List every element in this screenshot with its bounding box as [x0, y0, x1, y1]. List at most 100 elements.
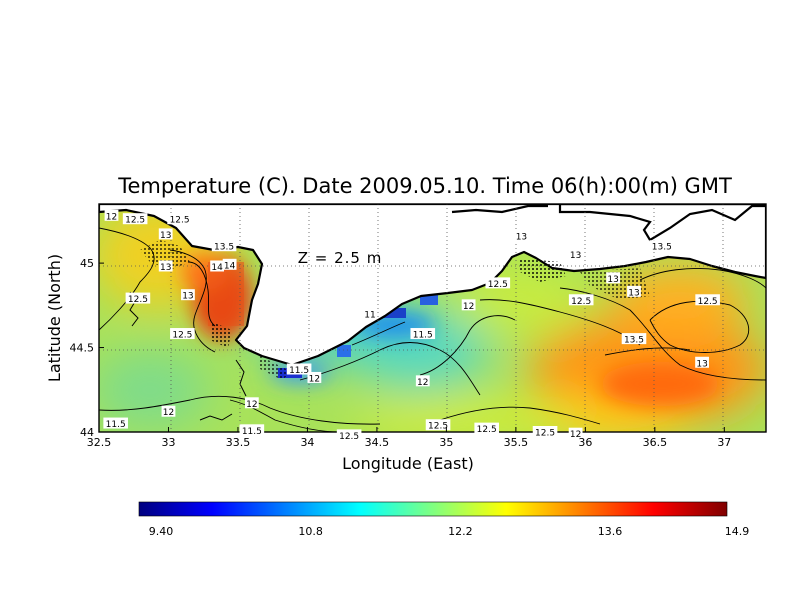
colorbar-labels: 9.40 10.8 12.2 13.6 14.9 — [149, 525, 750, 538]
x-tick-label: 36.5 — [643, 436, 668, 449]
contour-label: 11 — [364, 310, 375, 320]
contour-label: 11.5 — [289, 366, 309, 376]
contour-label-bg — [695, 294, 720, 306]
contour-label-bg — [606, 272, 621, 284]
contour-label-bg — [485, 277, 511, 289]
contour-label: 11.5 — [242, 427, 262, 437]
contour-label-bg — [568, 427, 583, 439]
contour-label-bg — [125, 292, 151, 304]
contour-label-bg — [425, 419, 451, 431]
y-tick-label: 44.5 — [70, 342, 95, 355]
colorbar-label: 14.9 — [725, 525, 750, 538]
x-tick-label: 37 — [717, 436, 731, 449]
map-title: Temperature (C). Date 2009.05.10. Time 0… — [117, 174, 732, 198]
contour-label: 12 — [570, 430, 581, 440]
contour-label-bg — [170, 328, 195, 340]
contour-label: 13.5 — [214, 243, 234, 253]
contour-label: 11.5 — [106, 420, 126, 430]
contour-label-bg — [286, 363, 312, 375]
contour-label: 13.5 — [652, 243, 672, 253]
land-crimea — [99, 204, 766, 367]
contour-label-bg — [621, 333, 647, 345]
contour-label: 13 — [696, 359, 707, 369]
x-axis-label: Longitude (East) — [342, 454, 474, 473]
contour-label-bg — [461, 299, 476, 311]
y-tick-label: 44 — [80, 426, 94, 439]
contour-label-bg — [649, 240, 675, 252]
x-tick-label: 36 — [578, 436, 592, 449]
contour-label: 12.5 — [571, 297, 591, 307]
contour-label: 12 — [106, 212, 117, 222]
depth-label: Z = 2.5 m — [298, 249, 383, 267]
contour-label-bg — [158, 260, 173, 272]
plot-frame — [98, 203, 767, 433]
contour-label: 12 — [163, 408, 174, 418]
contour-label-bg — [336, 429, 362, 441]
contour-label: 12.5 — [477, 425, 497, 435]
x-tick-label: 33 — [161, 436, 175, 449]
contour-label-bg — [415, 375, 430, 387]
x-tick-label: 33.5 — [226, 436, 251, 449]
contour-label: 12 — [246, 400, 257, 410]
contour-label-bg — [568, 294, 594, 306]
contour-lines — [99, 227, 766, 432]
contour-label: 12.5 — [698, 297, 718, 307]
contour-label-bg — [568, 248, 583, 260]
contour-label-bg — [474, 422, 499, 434]
contour-label-bg — [627, 285, 641, 297]
x-tick-label: 35.5 — [504, 436, 529, 449]
contour-label-bg — [161, 405, 176, 417]
contour-label: 12.5 — [170, 216, 190, 226]
contour-label: 12.5 — [428, 422, 448, 432]
contour-label: 14 — [224, 261, 236, 271]
contour-label: 12.5 — [128, 295, 148, 305]
contour-label: 13 — [570, 251, 581, 261]
contour-label: 13 — [182, 292, 193, 302]
x-tick-label: 34 — [300, 436, 314, 449]
x-tick-label: 32.5 — [87, 436, 112, 449]
contour-label-bg — [210, 260, 225, 272]
x-tick-label: 34.5 — [365, 436, 390, 449]
contour-label: 12 — [463, 302, 474, 312]
y-tick-label: 45 — [80, 257, 94, 270]
contour-label: 13 — [607, 275, 618, 285]
colorbar-label: 12.2 — [448, 525, 473, 538]
contour-label: 13 — [628, 288, 639, 298]
colorbar-label: 9.40 — [149, 525, 174, 538]
contour-label-bg — [103, 417, 128, 429]
contour-label: 12 — [309, 374, 320, 384]
y-axis-label: Latitude (North) — [45, 254, 64, 382]
contour-label-bg — [239, 424, 265, 436]
contour-label-bg — [307, 371, 322, 383]
contour-label: 11.5 — [413, 331, 433, 341]
contour-label-bg — [211, 240, 237, 252]
contour-label-bg — [244, 397, 259, 409]
y-axis-ticks: 44 44.5 45 — [70, 257, 104, 439]
contour-label-bg — [532, 426, 558, 437]
x-axis-ticks: 32.5 33 33.5 34 34.5 35 35.5 36 36.5 37 — [87, 427, 731, 449]
contour-label-bg — [222, 258, 237, 270]
contour-label: 12.5 — [172, 331, 192, 341]
contour-label-bg — [410, 328, 436, 340]
contour-label: 12.5 — [535, 429, 555, 439]
contour-label-bg — [363, 307, 377, 319]
colorbar-label: 10.8 — [298, 525, 323, 538]
contour-label: 14 — [211, 263, 223, 273]
contour-label-bg — [514, 230, 529, 242]
contour-label: 13 — [160, 231, 171, 241]
contour-label-bg — [167, 213, 192, 225]
colorbar-label: 13.6 — [598, 525, 623, 538]
contour-label: 13 — [160, 263, 171, 273]
contour-label: 12.5 — [488, 280, 508, 290]
contour-label-bg — [104, 209, 119, 221]
stippled-land-mask — [140, 240, 650, 380]
contour-label: 12.5 — [125, 216, 145, 226]
contour-label: 12 — [417, 378, 428, 388]
colorbar — [138, 501, 728, 517]
contour-label-bg — [122, 213, 148, 225]
contour-label: 13 — [516, 233, 527, 243]
contour-label: 13.5 — [624, 336, 644, 346]
